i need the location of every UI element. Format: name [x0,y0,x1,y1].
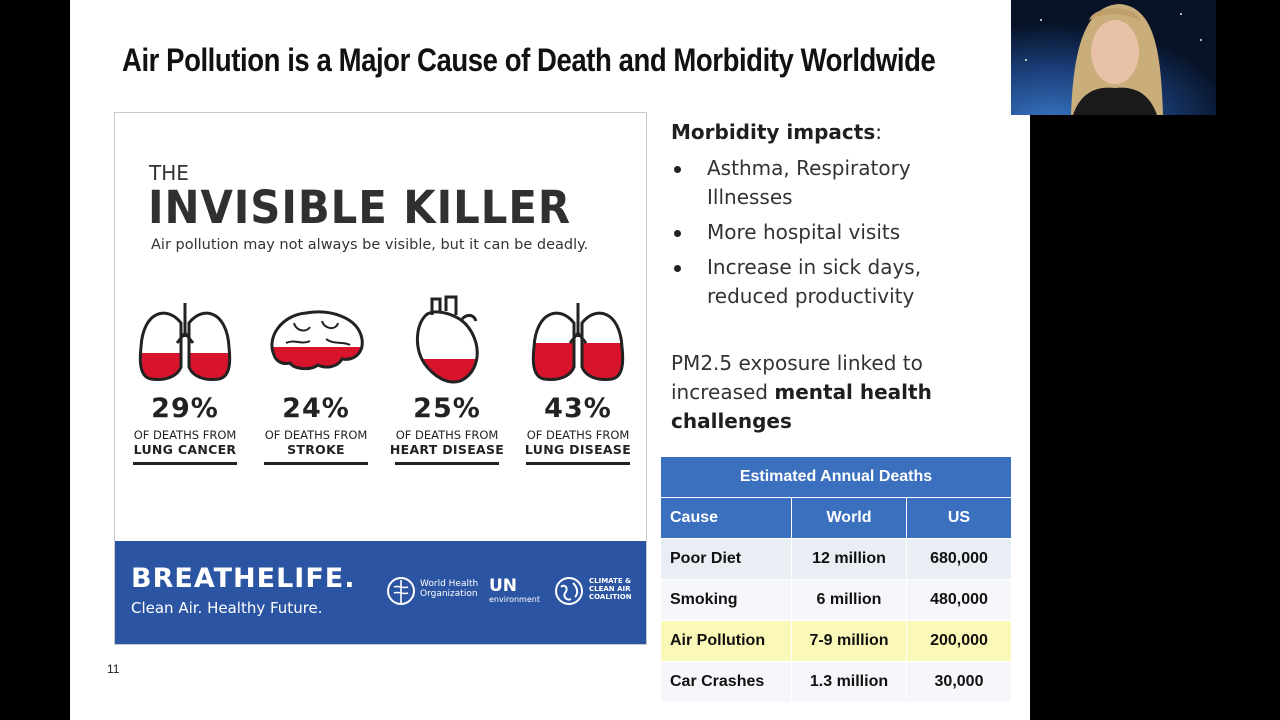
who-emblem-icon [387,577,415,605]
stat-cause: HEART DISEASE [389,442,505,457]
stat-percent: 25% [413,393,481,424]
presenter-webcam [1011,0,1216,115]
stat-percent: 43% [544,393,612,424]
breathelife-footer: BREATHELIFE. Clean Air. Healthy Future. … [115,541,646,644]
stat-underline [395,462,499,465]
stat-label: OF DEATHS FROM [526,428,630,442]
stat-heart-disease: 25% OF DEATHS FROM HEART DISEASE [385,295,509,465]
column-header-world: World [791,497,907,539]
list-item: More hospital visits [671,218,961,247]
stat-stroke: 24% OF DEATHS FROM STROKE [254,303,378,465]
table-caption: Estimated Annual Deaths [660,456,1012,498]
cell-world: 7-9 million [791,620,907,662]
lungs-icon [531,303,625,381]
stat-lung-cancer: 29% OF DEATHS FROM LUNG CANCER [123,303,247,465]
column-header-us: US [906,497,1012,539]
ccac-globe-icon [555,577,583,605]
cell-world: 12 million [791,538,907,580]
cell-cause: Car Crashes [660,661,792,703]
bullet-dot-icon [674,166,681,173]
who-name: World Health Organization [420,579,479,599]
stat-cause: LUNG DISEASE [524,442,632,457]
infographic-subtitle: Air pollution may not always be visible,… [151,237,589,253]
stat-cause: LUNG CANCER [133,442,237,457]
deaths-table: Estimated Annual Deaths Cause World US P… [660,456,1012,703]
table-row-highlighted: Air Pollution 7-9 million 200,000 [660,620,1012,662]
cell-cause: Air Pollution [660,620,792,662]
cell-us: 200,000 [906,620,1012,662]
morbidity-list: Asthma, Respiratory Illnesses More hospi… [671,154,961,317]
bullet-dot-icon [674,230,681,237]
heart-icon [416,295,479,384]
breathelife-logo: BREATHELIFE. [131,563,356,594]
stat-underline [264,462,368,465]
table-row: Car Crashes 1.3 million 30,000 [660,661,1012,703]
slide-title: Air Pollution is a Major Cause of Death … [122,42,936,78]
stat-label: OF DEATHS FROM [395,428,499,442]
cell-cause: Poor Diet [660,538,792,580]
stat-label: OF DEATHS FROM [264,428,368,442]
list-item: Increase in sick days, reduced productiv… [671,253,961,311]
bullet-dot-icon [674,265,681,272]
table-header-row: Cause World US [660,497,1012,539]
stat-label: OF DEATHS FROM [133,428,237,442]
table-caption-row: Estimated Annual Deaths [660,456,1012,498]
list-item: Asthma, Respiratory Illnesses [671,154,961,212]
presenter-video-image [1011,0,1216,115]
presentation-slide: Air Pollution is a Major Cause of Death … [70,0,1030,720]
infographic-the: THE [149,161,189,185]
brain-icon [270,310,364,371]
cell-us: 30,000 [906,661,1012,703]
lungs-icon [138,303,232,381]
table-row: Poor Diet 12 million 680,000 [660,538,1012,580]
cell-us: 480,000 [906,579,1012,621]
cell-cause: Smoking [660,579,792,621]
stat-underline [133,462,237,465]
cell-us: 680,000 [906,538,1012,580]
pm25-note: PM2.5 exposure linked to increased menta… [671,351,932,433]
slide-number: 11 [107,662,120,676]
column-header-cause: Cause [660,497,792,539]
cell-world: 1.3 million [791,661,907,703]
stat-cause: STROKE [287,442,345,457]
un-environment-logo: UN environment [489,576,540,604]
stat-percent: 24% [282,393,350,424]
stat-percent: 29% [151,393,219,424]
cell-world: 6 million [791,579,907,621]
table-row: Smoking 6 million 480,000 [660,579,1012,621]
infographic-title: INVISIBLE KILLER [148,181,572,234]
morbidity-heading: Morbidity impacts: [671,120,882,144]
breathelife-tagline: Clean Air. Healthy Future. [131,599,323,617]
ccac-name: CLIMATE & CLEAN AIR COALITION [589,577,632,601]
stat-underline [526,462,630,465]
stat-lung-disease: 43% OF DEATHS FROM LUNG DISEASE [516,303,640,465]
invisible-killer-infographic: THE INVISIBLE KILLER Air pollution may n… [114,112,647,645]
